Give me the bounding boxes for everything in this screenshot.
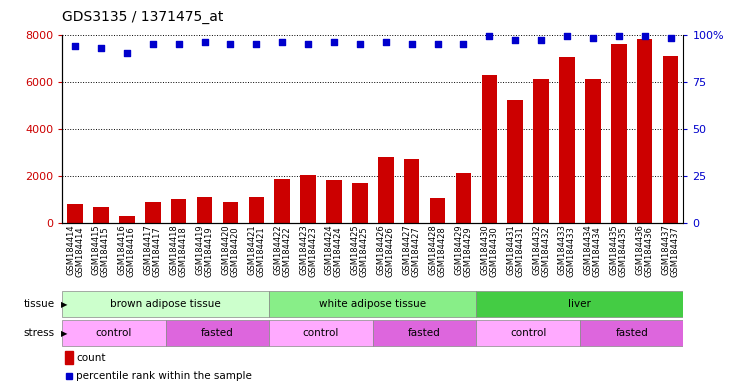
Bar	[62, 291, 269, 317]
Text: GSM184420: GSM184420	[230, 226, 240, 277]
Point	[251, 41, 262, 47]
Point	[613, 33, 624, 40]
Bar	[65, 351, 73, 364]
Text: GSM184427: GSM184427	[412, 226, 420, 277]
Text: control: control	[96, 328, 132, 338]
Point	[199, 39, 211, 45]
Text: tissue: tissue	[23, 299, 55, 310]
Point	[147, 41, 159, 47]
Text: GSM184433: GSM184433	[567, 226, 576, 277]
Bar	[378, 157, 393, 223]
Text: GSM184418: GSM184418	[178, 226, 188, 277]
Bar	[477, 291, 683, 317]
Point	[458, 41, 469, 47]
Text: control: control	[303, 328, 339, 338]
Bar	[373, 320, 477, 346]
Text: GSM184435: GSM184435	[618, 226, 628, 277]
Text: GSM184414: GSM184414	[75, 226, 84, 277]
Text: GSM184417: GSM184417	[153, 226, 162, 277]
Bar	[326, 180, 342, 223]
Text: white adipose tissue: white adipose tissue	[319, 299, 426, 310]
Bar	[430, 198, 445, 223]
Text: GSM184422: GSM184422	[282, 226, 291, 277]
Bar	[171, 199, 186, 223]
Text: brown adipose tissue: brown adipose tissue	[110, 299, 221, 310]
Text: percentile rank within the sample: percentile rank within the sample	[76, 371, 252, 381]
Text: liver: liver	[569, 299, 591, 310]
Bar	[94, 207, 109, 223]
Bar	[611, 44, 626, 223]
Bar	[62, 320, 166, 346]
Text: ▶: ▶	[61, 300, 67, 309]
Text: GSM184424: GSM184424	[334, 226, 343, 277]
Point	[173, 41, 184, 47]
Point	[639, 33, 651, 40]
Point	[69, 43, 81, 49]
Point	[354, 41, 366, 47]
Text: fasted: fasted	[408, 328, 441, 338]
Text: fasted: fasted	[201, 328, 234, 338]
Point	[587, 35, 599, 41]
Text: stress: stress	[23, 328, 55, 338]
Bar	[197, 197, 212, 223]
Point	[328, 39, 340, 45]
Bar	[269, 320, 373, 346]
Bar	[585, 79, 601, 223]
Text: GSM184415: GSM184415	[101, 226, 110, 277]
Point	[121, 50, 133, 56]
Bar	[455, 173, 471, 223]
Point	[432, 41, 444, 47]
Text: GSM184416: GSM184416	[127, 226, 136, 277]
Bar	[352, 183, 368, 223]
Text: GSM184437: GSM184437	[670, 226, 680, 277]
Point	[483, 33, 495, 40]
Bar	[663, 56, 678, 223]
Text: GSM184425: GSM184425	[360, 226, 369, 277]
Bar	[269, 291, 477, 317]
Text: GDS3135 / 1371475_at: GDS3135 / 1371475_at	[62, 10, 224, 23]
Point	[302, 41, 314, 47]
Bar	[145, 202, 161, 223]
Point	[510, 37, 521, 43]
Bar	[580, 320, 683, 346]
Point	[276, 39, 288, 45]
Bar	[477, 320, 580, 346]
Text: GSM184428: GSM184428	[438, 226, 447, 277]
Point	[664, 35, 676, 41]
Point	[535, 37, 547, 43]
Bar	[274, 179, 290, 223]
Text: GSM184434: GSM184434	[593, 226, 602, 277]
Text: GSM184423: GSM184423	[308, 226, 317, 277]
Point	[95, 45, 107, 51]
Text: GSM184432: GSM184432	[541, 226, 550, 277]
Text: fasted: fasted	[616, 328, 648, 338]
Bar	[534, 79, 549, 223]
Text: GSM184429: GSM184429	[463, 226, 472, 277]
Bar	[300, 175, 316, 223]
Bar	[119, 216, 135, 223]
Bar	[249, 197, 264, 223]
Text: GSM184431: GSM184431	[515, 226, 524, 277]
Bar	[559, 57, 575, 223]
Bar	[482, 74, 497, 223]
Text: GSM184430: GSM184430	[489, 226, 499, 277]
Text: GSM184419: GSM184419	[205, 226, 213, 277]
Bar	[166, 320, 269, 346]
Text: ▶: ▶	[61, 329, 67, 338]
Text: GSM184426: GSM184426	[386, 226, 395, 277]
Bar	[637, 39, 652, 223]
Bar	[507, 100, 523, 223]
Text: GSM184436: GSM184436	[645, 226, 654, 277]
Point	[406, 41, 417, 47]
Bar	[223, 202, 238, 223]
Bar	[67, 204, 83, 223]
Point	[561, 33, 573, 40]
Text: count: count	[76, 353, 106, 363]
Text: GSM184421: GSM184421	[257, 226, 265, 277]
Point	[224, 41, 236, 47]
Text: control: control	[510, 328, 546, 338]
Bar	[404, 159, 420, 223]
Point	[380, 39, 392, 45]
